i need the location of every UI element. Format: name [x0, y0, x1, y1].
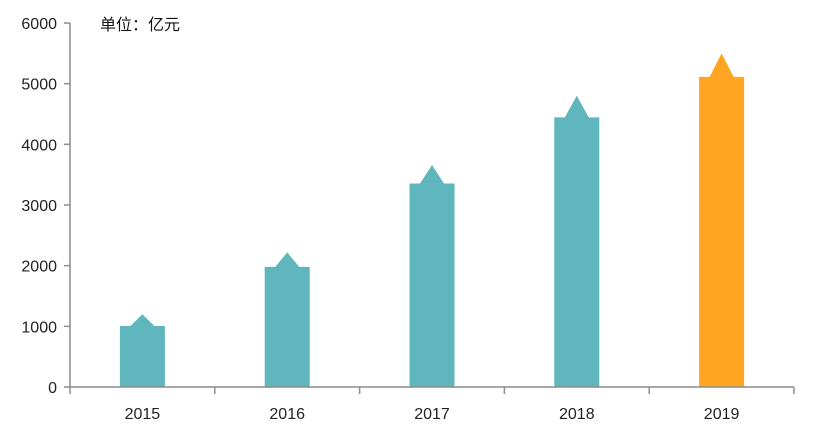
x-tick-label: 2016 — [269, 406, 305, 423]
y-tick-label: 5000 — [21, 77, 57, 94]
unit-label: 单位：亿元 — [100, 15, 180, 34]
y-tick-label: 4000 — [21, 137, 57, 154]
bar-2019 — [699, 53, 745, 387]
x-axis-ticks: 2015 2016 2017 2018 2019 — [69, 387, 795, 423]
bar-2017 — [409, 164, 455, 387]
x-tick-label: 2019 — [704, 406, 740, 423]
y-tick-label: 0 — [48, 380, 57, 397]
y-axis-ticks: 0 1000 2000 3000 4000 5000 6000 — [21, 16, 70, 397]
bar-2018 — [554, 95, 600, 388]
bars — [119, 53, 745, 388]
bar-2016 — [264, 252, 310, 387]
y-tick-label: 3000 — [21, 198, 57, 215]
x-tick-label: 2015 — [125, 406, 161, 423]
x-tick-label: 2018 — [559, 406, 595, 423]
y-tick-label: 2000 — [21, 259, 57, 276]
bar-2015 — [119, 314, 165, 387]
y-tick-label: 1000 — [21, 319, 57, 336]
x-tick-label: 2017 — [414, 406, 450, 423]
y-tick-label: 6000 — [21, 16, 57, 33]
